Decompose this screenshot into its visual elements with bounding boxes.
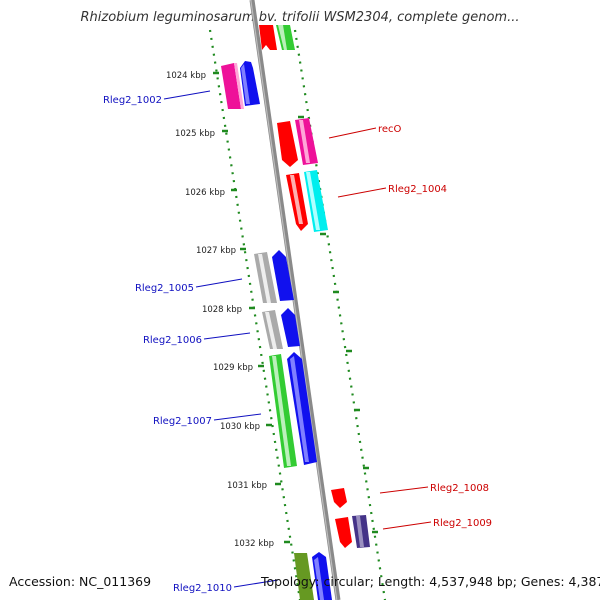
- gene-label-rleg2-1008[interactable]: Rleg2_1008: [430, 483, 489, 494]
- gene-feature: [272, 356, 291, 466]
- topology-text: Topology: circular; Length: 4,537,948 bp…: [261, 574, 600, 589]
- gene-label-rleg2-1006[interactable]: Rleg2_1006: [143, 335, 202, 346]
- gene-label-rleg2-1009[interactable]: Rleg2_1009: [433, 518, 492, 529]
- map-title: Rhizobium leguminosarum bv. trifolii WSM…: [80, 10, 520, 25]
- gene-label-rleg2-1005[interactable]: Rleg2_1005: [135, 283, 194, 294]
- gene-feature: [314, 557, 324, 600]
- kbp-label: 1029 kbp: [213, 363, 253, 373]
- kbp-label: 1027 kbp: [196, 246, 236, 256]
- gene-feature: [306, 172, 320, 230]
- gene-label-rleg2-1010[interactable]: Rleg2_1010: [173, 583, 232, 594]
- gene-feature: [278, 25, 287, 50]
- gene-feature: [290, 175, 303, 224]
- kbp-label: 1025 kbp: [175, 129, 215, 139]
- kbp-label: 1031 kbp: [227, 481, 267, 491]
- gene-feature[interactable]: [335, 517, 352, 548]
- label-callout-lines: [163, 90, 432, 588]
- gene-label-rleg2-1002[interactable]: Rleg2_1002: [103, 95, 162, 106]
- gene-feature: [241, 64, 250, 104]
- gene-labels-left[interactable]: Rleg2_1002 Rleg2_1005 Rleg2_1006 Rleg2_1…: [103, 95, 232, 594]
- kbp-label: 1024 kbp: [166, 71, 206, 81]
- gene-feature[interactable]: [277, 121, 298, 167]
- kbp-label: 1030 kbp: [220, 422, 260, 432]
- gene-feature[interactable]: [294, 553, 314, 600]
- gene-label-rleg2-1004[interactable]: Rleg2_1004: [388, 184, 447, 195]
- gene-feature: [258, 254, 271, 303]
- gene-feature[interactable]: [281, 308, 300, 347]
- gene-feature: [299, 120, 310, 163]
- gene-label-reco[interactable]: recO: [378, 124, 402, 135]
- gene-feature: [290, 356, 309, 462]
- gene-feature: [356, 516, 364, 547]
- gene-labels-right[interactable]: recO Rleg2_1004 Rleg2_1008 Rleg2_1009: [378, 124, 492, 529]
- kbp-label: 1028 kbp: [202, 305, 242, 315]
- gene-feature[interactable]: [331, 488, 347, 508]
- gene-features[interactable]: [221, 25, 370, 600]
- kbp-labels: 1024 kbp 1025 kbp 1026 kbp 1027 kbp 1028…: [166, 71, 274, 549]
- gene-label-rleg2-1007[interactable]: Rleg2_1007: [153, 416, 212, 427]
- kbp-label: 1032 kbp: [234, 539, 274, 549]
- kbp-label: 1026 kbp: [185, 188, 225, 198]
- gene-feature: [234, 63, 244, 109]
- gene-feature[interactable]: [272, 250, 294, 301]
- gene-feature[interactable]: [259, 25, 277, 50]
- gene-feature[interactable]: [221, 63, 241, 109]
- gene-feature: [265, 312, 277, 349]
- accession-text: Accession: NC_011369: [9, 574, 152, 589]
